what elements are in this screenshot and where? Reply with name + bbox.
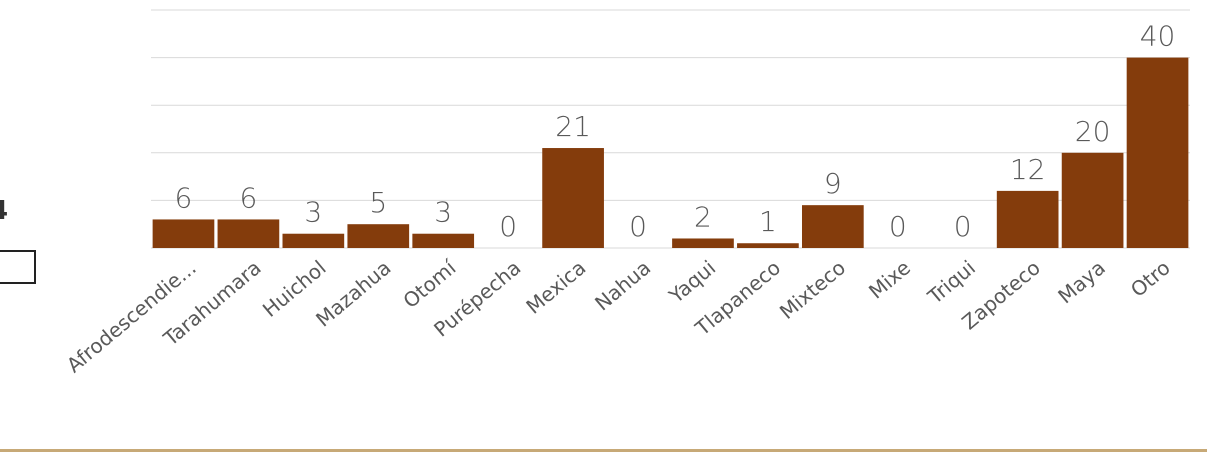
bar <box>737 243 799 248</box>
data-label: 5 <box>369 186 387 219</box>
data-label: 6 <box>239 181 257 214</box>
data-label: 0 <box>954 210 972 243</box>
x-tick-label: Otro <box>1126 255 1175 301</box>
data-label: 40 <box>1140 20 1176 53</box>
bar <box>996 190 1059 248</box>
data-label: 21 <box>555 110 591 143</box>
data-label: 0 <box>499 210 517 243</box>
data-label: 6 <box>175 181 193 214</box>
bar <box>801 205 864 248</box>
data-label: 9 <box>824 167 842 200</box>
x-tick-label: Mexica <box>521 255 590 318</box>
bar <box>282 233 345 248</box>
data-label: 1 <box>759 205 777 238</box>
data-label: 0 <box>889 210 907 243</box>
data-label: 3 <box>304 196 322 229</box>
x-tick-label: Maya <box>1053 255 1109 308</box>
data-label: 2 <box>694 200 712 233</box>
bar <box>542 148 604 248</box>
bar <box>1126 57 1189 248</box>
x-tick-label: Nahua <box>590 255 655 315</box>
bar <box>347 224 410 248</box>
x-tick-label: Mixe <box>864 255 915 303</box>
bottom-divider <box>0 449 1207 452</box>
bar <box>412 233 475 248</box>
x-tick-label: Yaqui <box>664 255 721 308</box>
bar <box>672 238 734 248</box>
data-label: 12 <box>1010 153 1046 186</box>
x-tick-label: Triqui <box>922 255 980 309</box>
x-tick-label: Mixteco <box>775 255 850 324</box>
left-edge-view-button[interactable] <box>0 250 36 284</box>
bar <box>152 219 215 248</box>
data-label: 3 <box>434 196 452 229</box>
bars <box>152 57 1189 248</box>
data-label: 20 <box>1075 115 1111 148</box>
x-tick-labels: Afrodescendie...TarahumaraHuicholMazahua… <box>62 255 1175 378</box>
left-edge-fragment-text: 4 <box>0 196 8 226</box>
data-label: 0 <box>629 210 647 243</box>
bar <box>217 219 280 248</box>
bar <box>1061 152 1124 248</box>
